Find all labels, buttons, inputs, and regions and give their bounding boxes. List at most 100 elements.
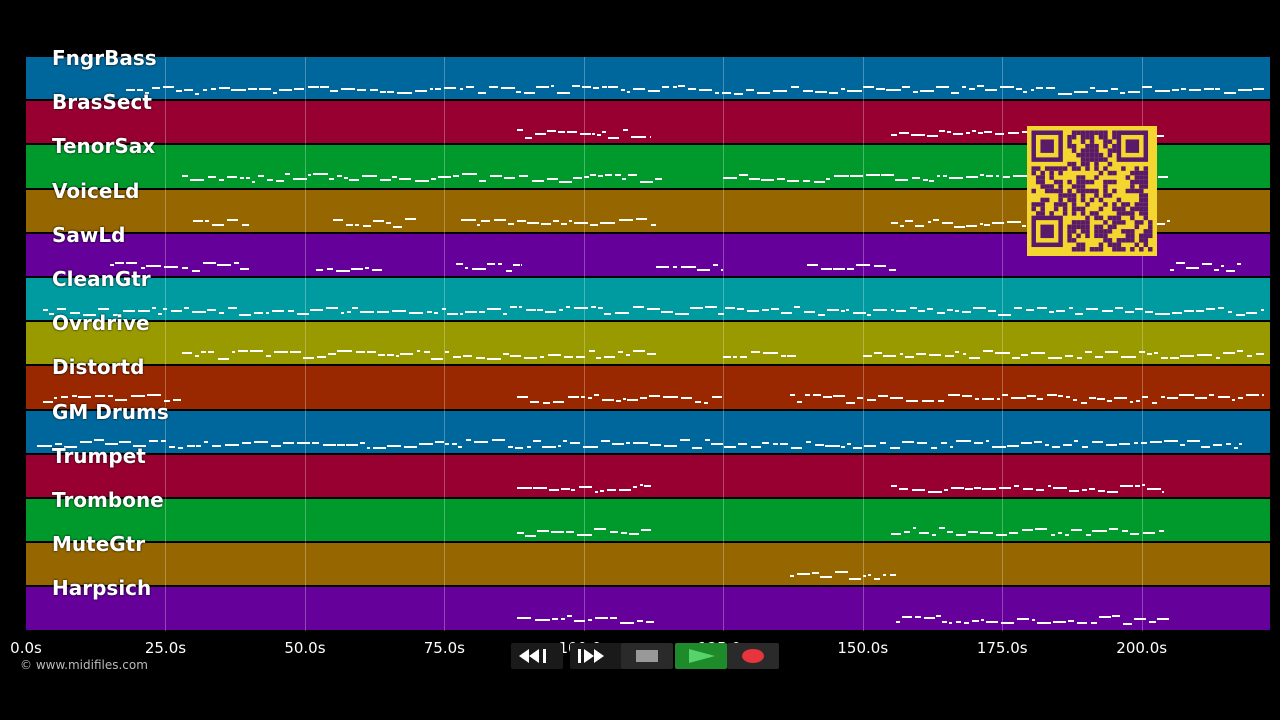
note bbox=[340, 88, 356, 91]
note bbox=[639, 483, 643, 486]
fast-forward-button[interactable] bbox=[570, 643, 622, 669]
note bbox=[1237, 397, 1244, 400]
note bbox=[1014, 307, 1022, 310]
note bbox=[917, 310, 926, 313]
stop-button[interactable] bbox=[621, 643, 673, 669]
note bbox=[704, 306, 718, 309]
note bbox=[1141, 483, 1145, 486]
note bbox=[639, 397, 648, 400]
note bbox=[972, 307, 986, 310]
track-row[interactable] bbox=[26, 410, 1270, 453]
note bbox=[1095, 90, 1108, 93]
note bbox=[1021, 131, 1031, 134]
note bbox=[995, 133, 1004, 136]
note bbox=[312, 173, 328, 176]
note bbox=[151, 87, 160, 90]
track-row[interactable] bbox=[26, 499, 1270, 542]
note bbox=[1062, 443, 1073, 446]
note bbox=[1107, 400, 1113, 403]
note bbox=[458, 445, 462, 448]
note bbox=[1036, 307, 1047, 310]
note bbox=[942, 175, 947, 178]
note bbox=[627, 399, 638, 402]
note bbox=[610, 617, 617, 620]
note bbox=[571, 488, 576, 491]
note bbox=[806, 263, 818, 266]
note bbox=[947, 394, 960, 397]
note bbox=[1159, 530, 1164, 533]
note bbox=[977, 85, 985, 88]
note bbox=[711, 396, 722, 399]
track-row[interactable] bbox=[26, 543, 1270, 586]
note bbox=[946, 531, 953, 534]
time-tick-label: 150.0s bbox=[837, 639, 889, 657]
note bbox=[1215, 88, 1220, 91]
note bbox=[803, 90, 813, 93]
note bbox=[568, 219, 572, 222]
track-area[interactable] bbox=[26, 57, 1270, 631]
note bbox=[516, 532, 524, 535]
note bbox=[1231, 399, 1235, 402]
note bbox=[524, 137, 533, 140]
note bbox=[347, 311, 351, 314]
note bbox=[619, 488, 632, 491]
note bbox=[516, 617, 532, 620]
note bbox=[826, 178, 831, 181]
note bbox=[1090, 87, 1095, 90]
track-row[interactable] bbox=[26, 57, 1270, 100]
note bbox=[1157, 618, 1170, 621]
note bbox=[637, 620, 643, 623]
note bbox=[797, 401, 803, 404]
note bbox=[770, 308, 780, 311]
note bbox=[597, 307, 603, 310]
note bbox=[757, 92, 770, 95]
note bbox=[646, 621, 655, 624]
note bbox=[452, 442, 458, 445]
note bbox=[902, 86, 910, 89]
note bbox=[991, 445, 1006, 448]
track-row[interactable] bbox=[26, 587, 1270, 630]
track-row[interactable] bbox=[26, 278, 1270, 321]
note bbox=[622, 178, 627, 181]
note bbox=[962, 353, 967, 356]
note bbox=[955, 621, 962, 624]
note bbox=[78, 396, 91, 399]
note bbox=[557, 92, 571, 95]
note bbox=[829, 92, 838, 95]
note bbox=[571, 85, 581, 88]
note bbox=[979, 532, 994, 535]
note bbox=[416, 350, 421, 353]
track-label: Trombone bbox=[52, 488, 164, 512]
note bbox=[579, 133, 591, 136]
track-row[interactable] bbox=[26, 366, 1270, 409]
gridline bbox=[862, 57, 864, 631]
note bbox=[558, 444, 562, 447]
play-button[interactable] bbox=[675, 643, 727, 669]
note bbox=[1047, 484, 1052, 487]
note bbox=[803, 311, 815, 314]
note bbox=[535, 619, 550, 622]
note bbox=[573, 177, 582, 180]
rewind-button[interactable] bbox=[511, 643, 563, 669]
note bbox=[628, 174, 638, 177]
note bbox=[251, 181, 255, 184]
note bbox=[797, 573, 811, 576]
track-row[interactable] bbox=[26, 454, 1270, 497]
note bbox=[923, 179, 928, 182]
note bbox=[895, 310, 907, 313]
note bbox=[377, 311, 390, 314]
note bbox=[148, 439, 158, 442]
note bbox=[423, 351, 430, 354]
note bbox=[489, 86, 498, 89]
note bbox=[914, 224, 924, 227]
note bbox=[130, 395, 145, 398]
note bbox=[1195, 397, 1207, 400]
note bbox=[931, 446, 938, 449]
note bbox=[802, 180, 811, 183]
track-row[interactable] bbox=[26, 322, 1270, 365]
note bbox=[474, 440, 489, 443]
note bbox=[558, 131, 565, 134]
note bbox=[349, 179, 360, 182]
note bbox=[604, 313, 611, 316]
record-button[interactable] bbox=[727, 643, 779, 669]
